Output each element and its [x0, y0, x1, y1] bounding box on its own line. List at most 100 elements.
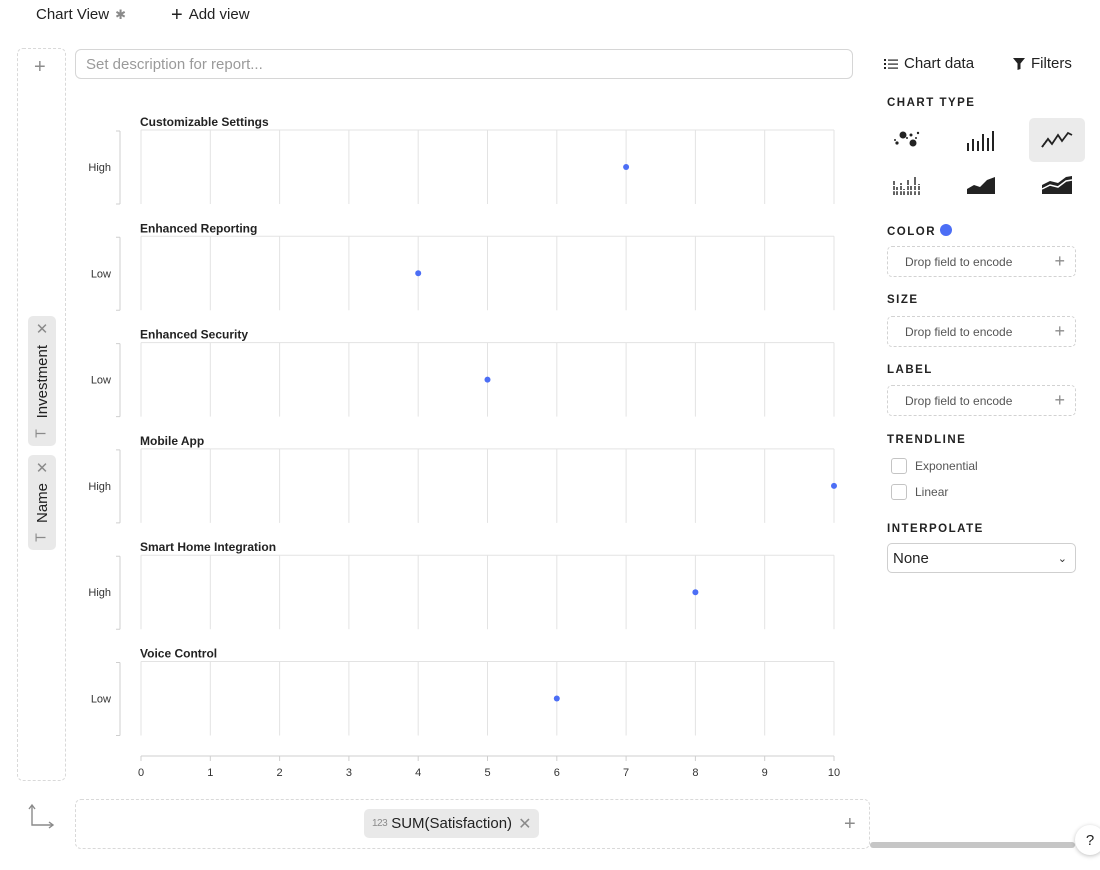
x-tick-label: 1 [207, 767, 213, 779]
chart-view-tab[interactable]: Chart View ✱ [36, 6, 126, 23]
row-label: Low [91, 375, 111, 387]
label-drop-zone[interactable]: Drop field to encode + [887, 385, 1076, 416]
x-tick-label: 8 [692, 767, 698, 779]
x-tick-label: 5 [484, 767, 490, 779]
row-axis-line [116, 555, 121, 630]
row-axis-line [116, 662, 121, 736]
row-label: Low [91, 268, 111, 280]
gear-icon[interactable]: ✱ [115, 6, 126, 22]
tab-chart-data[interactable]: Chart data [884, 55, 974, 72]
remove-investment-icon[interactable]: ✕ [35, 321, 49, 338]
label-heading: LABEL [887, 364, 933, 376]
row-axis-line [116, 343, 121, 418]
field-pill-label: Investment [33, 345, 51, 419]
x-tick-label: 0 [138, 767, 144, 779]
tab-filters-label: Filters [1031, 55, 1072, 72]
row-label: High [88, 481, 111, 493]
tab-filters[interactable]: Filters [1013, 55, 1072, 72]
field-pill-investment[interactable]: ✕ Investment T [28, 316, 56, 446]
chart-type-tick-button[interactable] [880, 162, 936, 206]
size-heading: SIZE [887, 294, 919, 306]
field-pill-label: SUM(Satisfaction) [391, 815, 513, 832]
number-type-icon: 123 [372, 818, 388, 829]
chart-type-scatter-button[interactable] [880, 118, 936, 162]
trendline-linear-option[interactable]: Linear [891, 484, 948, 500]
x-tick-label: 6 [554, 767, 560, 779]
size-drop-zone[interactable]: Drop field to encode + [887, 316, 1076, 347]
add-view-label: Add view [188, 6, 250, 23]
color-drop-zone[interactable]: Drop field to encode + [887, 246, 1076, 277]
horizontal-scrollbar[interactable] [870, 842, 1075, 848]
chevron-down-icon: ⌄ [1057, 552, 1067, 565]
add-column-field-button[interactable]: + [844, 813, 856, 835]
plus-icon[interactable]: + [1054, 390, 1065, 410]
drop-zone-text: Drop field to encode [905, 254, 1013, 269]
x-tick-label: 2 [277, 767, 283, 779]
interpolate-select[interactable]: None ⌄ [887, 543, 1076, 573]
text-type-icon: T [34, 429, 50, 438]
field-pill-name[interactable]: ✕ Name T [28, 455, 56, 550]
interpolate-value: None [893, 549, 929, 567]
trendline-heading: TRENDLINE [887, 434, 967, 446]
row-label: High [88, 587, 111, 599]
swap-axes-icon[interactable] [27, 803, 57, 834]
view-tab-label: Chart View [36, 6, 110, 23]
x-tick-label: 9 [762, 767, 768, 779]
list-icon [884, 58, 898, 69]
tab-chart-data-label: Chart data [904, 55, 975, 72]
data-point [623, 164, 630, 170]
field-pill-satisfaction[interactable]: 123 SUM(Satisfaction) ✕ [364, 809, 540, 838]
facet-title: Smart Home Integration [140, 540, 276, 554]
facet-title: Voice Control [140, 647, 217, 661]
faceted-scatter-chart: Customizable Settings High Enhanced Report… [88, 115, 840, 779]
checkbox-label: Linear [915, 485, 949, 499]
facet-title: Customizable Settings [140, 115, 269, 129]
field-pill-label: Name [33, 483, 51, 524]
chart-type-area-button[interactable] [954, 162, 1010, 206]
x-tick-label: 10 [828, 767, 840, 779]
x-tick-label: 4 [415, 767, 421, 779]
plus-icon[interactable]: + [1054, 321, 1065, 341]
facet-title: Enhanced Reporting [140, 221, 257, 235]
add-view-button[interactable]: + Add view [171, 3, 250, 26]
row-label: High [88, 162, 111, 174]
chart-type-bar-button[interactable] [954, 118, 1010, 162]
row-axis-line [116, 449, 121, 524]
color-heading-label: COLOR [887, 226, 937, 238]
data-point [553, 695, 560, 702]
checkbox[interactable] [891, 458, 907, 474]
help-button[interactable]: ? [1075, 825, 1100, 855]
plus-icon: + [171, 3, 183, 26]
x-tick-label: 3 [346, 767, 352, 779]
data-point [484, 376, 491, 383]
data-point [415, 270, 422, 277]
chart-type-line-button[interactable] [1029, 118, 1085, 162]
remove-name-icon[interactable]: ✕ [35, 460, 49, 477]
add-row-field-button[interactable]: + [34, 56, 46, 78]
text-type-icon: T [34, 533, 50, 542]
area-chart-icon [967, 177, 995, 194]
drop-zone-text: Drop field to encode [905, 324, 1013, 339]
column-shelf[interactable] [75, 799, 870, 849]
scatter-icon [894, 131, 920, 147]
facet-title: Mobile App [140, 434, 204, 448]
remove-satisfaction-icon[interactable]: ✕ [518, 815, 532, 833]
color-heading: COLOR [887, 224, 953, 238]
drop-zone-text: Drop field to encode [905, 393, 1013, 408]
facet-title: Enhanced Security [140, 328, 248, 342]
chart-type-stacked-area-button[interactable] [1029, 162, 1085, 206]
bar-chart-icon [967, 131, 994, 151]
plus-icon[interactable]: + [1054, 251, 1065, 271]
trendline-exponential-option[interactable]: Exponential [891, 458, 978, 474]
row-axis-line [116, 236, 121, 311]
x-tick-label: 7 [623, 767, 629, 779]
row-axis-line [116, 130, 121, 205]
line-chart-icon [1041, 131, 1073, 148]
checkbox[interactable] [891, 484, 907, 500]
data-point [831, 482, 837, 489]
row-shelf[interactable] [17, 48, 66, 781]
row-label: Low [91, 694, 111, 706]
report-description-input[interactable] [75, 49, 853, 79]
interpolate-heading: INTERPOLATE [887, 523, 984, 535]
color-swatch[interactable] [940, 224, 953, 236]
